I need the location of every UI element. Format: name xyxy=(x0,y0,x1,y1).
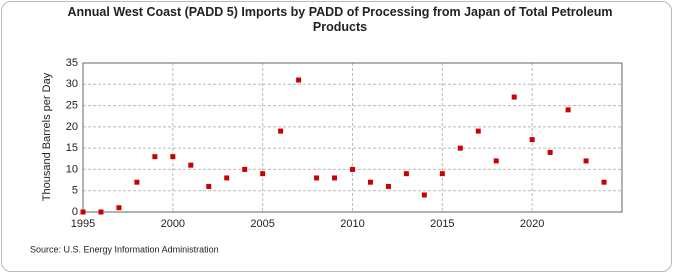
point xyxy=(332,175,338,181)
point xyxy=(385,183,391,189)
point xyxy=(421,192,427,198)
y-tick-label: 10 xyxy=(66,163,78,175)
point xyxy=(98,209,104,215)
chart-title: Annual West Coast (PADD 5) Imports by PA… xyxy=(67,5,613,34)
point xyxy=(242,166,248,172)
point xyxy=(206,183,212,189)
point xyxy=(350,166,355,172)
point xyxy=(511,94,517,100)
point xyxy=(457,145,463,151)
y-tick-label: 15 xyxy=(66,142,78,154)
point xyxy=(583,158,589,164)
point xyxy=(439,171,445,177)
plot-border xyxy=(82,62,623,213)
point xyxy=(152,154,158,160)
y-tick-label: 30 xyxy=(66,78,78,90)
point xyxy=(403,171,409,177)
x-tick-label: 2020 xyxy=(520,218,544,230)
source-note: Source: U.S. Energy Information Administ… xyxy=(30,244,219,254)
point xyxy=(314,175,320,181)
point xyxy=(367,179,373,185)
x-tick-label: 2005 xyxy=(250,218,274,230)
point xyxy=(475,128,481,134)
x-tick-label: 2010 xyxy=(340,218,364,230)
point xyxy=(116,205,122,211)
y-tick-label: 0 xyxy=(72,206,78,218)
point xyxy=(565,107,571,113)
point xyxy=(529,137,535,143)
x-tick-label: 1995 xyxy=(71,218,95,230)
x-tick-label: 2015 xyxy=(430,218,454,230)
y-tick-label: 35 xyxy=(66,57,78,69)
point xyxy=(260,171,266,177)
point xyxy=(188,162,194,168)
point xyxy=(278,128,284,134)
point xyxy=(224,175,230,181)
chart-frame xyxy=(1,1,672,272)
point xyxy=(170,154,176,160)
point xyxy=(601,179,607,185)
point xyxy=(547,149,553,155)
y-tick-label: 5 xyxy=(72,185,78,197)
point xyxy=(80,209,86,215)
point xyxy=(134,179,140,185)
x-tick-label: 2000 xyxy=(161,218,185,230)
point xyxy=(493,158,499,164)
y-tick-label: 25 xyxy=(66,99,78,111)
y-tick-label: 20 xyxy=(66,121,78,133)
y-axis-label: Thousand Barrels per Day xyxy=(41,72,53,201)
point xyxy=(296,77,302,83)
